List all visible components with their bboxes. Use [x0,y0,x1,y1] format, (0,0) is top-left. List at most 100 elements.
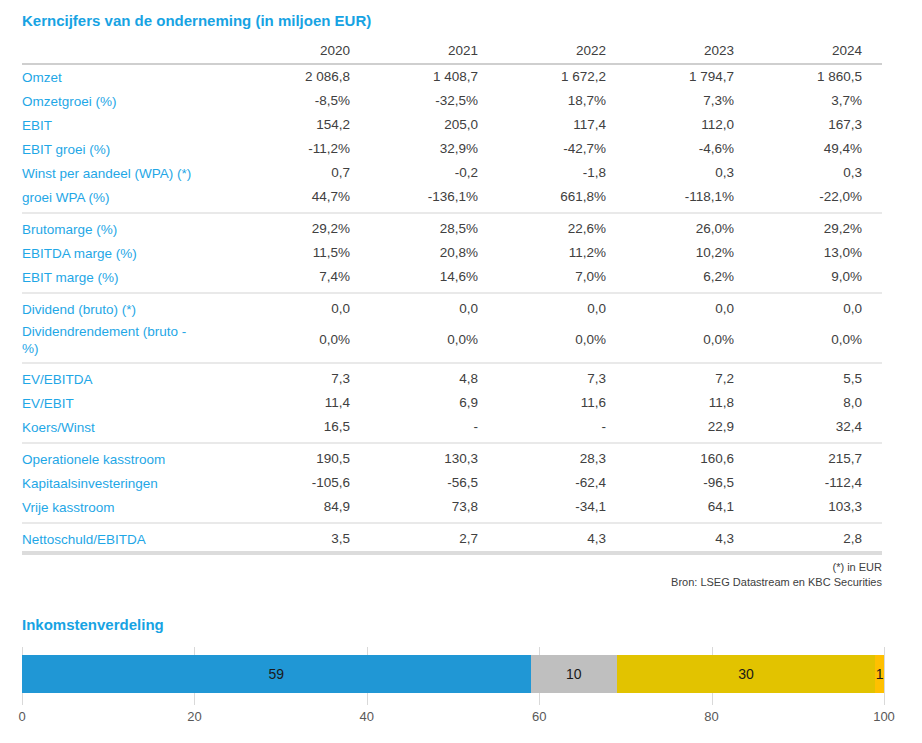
bar-segment-value: 10 [566,666,582,682]
row-label: Dividend (bruto) (*) [22,296,242,322]
cell-value: 0,3 [754,161,882,185]
row-label: Vrije kasstroom [22,495,242,521]
row-label-text: Omzet [22,69,62,86]
cell-value: 205,0 [370,113,498,137]
row-label: EBIT [22,113,242,137]
cell-value: 3,7% [754,89,882,113]
year-header: 2022 [498,41,626,64]
cell-value: 7,2 [626,366,754,392]
cell-value: 6,9 [370,391,498,415]
row-label-text: Koers/Winst [22,419,95,436]
table-row: Vrije kasstroom84,973,8-34,164,1103,3 [22,495,882,521]
cell-value: 0,0 [754,296,882,322]
row-label-text: EV/EBIT [22,395,74,412]
cell-value: 0,3 [626,161,754,185]
table-row: EBITDA marge (%)11,5%20,8%11,2%10,2%13,0… [22,241,882,265]
cell-value: -96,5 [626,471,754,495]
cell-value: 0,7 [242,161,370,185]
cell-value: 29,2% [754,216,882,242]
cell-value: 0,0 [370,296,498,322]
x-tick-label: 60 [532,709,546,724]
cell-value: 7,4% [242,265,370,291]
table-row: EBIT154,2205,0117,4112,0167,3 [22,113,882,137]
x-tick-label: 80 [704,709,718,724]
cell-value: 9,0% [754,265,882,291]
cell-value: 1 794,7 [626,64,754,89]
cell-value: 0,0% [626,321,754,361]
cell-value: 7,3 [242,366,370,392]
cell-value: -105,6 [242,471,370,495]
cell-value: 14,6% [370,265,498,291]
row-label-text: Dividend (bruto) (*) [22,301,136,318]
bar-segment: 1 [875,655,884,693]
cell-value: 0,0% [370,321,498,361]
row-label-text: Kapitaalsinvesteringen [22,475,158,492]
cell-value: 22,9 [626,415,754,441]
cell-value: 20,8% [370,241,498,265]
cell-value: 13,0% [754,241,882,265]
cell-value: 44,7% [242,185,370,211]
cell-value: -42,7% [498,137,626,161]
cell-value: 2,8 [754,526,882,554]
row-label-text: Nettoschuld/EBITDA [22,531,146,548]
cell-value: 154,2 [242,113,370,137]
cell-value: -112,4 [754,471,882,495]
cell-value: 73,8 [370,495,498,521]
row-label: Winst per aandeel (WPA) (*) [22,161,242,185]
cell-value: 84,9 [242,495,370,521]
cell-value: 7,3% [626,89,754,113]
table-row: Operationele kasstroom190,5130,328,3160,… [22,446,882,472]
table-row: EBIT groei (%)-11,2%32,9%-42,7%-4,6%49,4… [22,137,882,161]
row-label: Omzet [22,64,242,89]
page: Kerncijfers van de onderneming (in miljo… [0,0,922,743]
table-row: Dividendrendement (bruto - %)0,0%0,0%0,0… [22,321,882,361]
table-row: Koers/Winst16,5--22,932,4 [22,415,882,441]
table-row: Brutomarge (%)29,2%28,5%22,6%26,0%29,2% [22,216,882,242]
table-row: Kapitaalsinvesteringen-105,6-56,5-62,4-9… [22,471,882,495]
cell-value: 1 860,5 [754,64,882,89]
row-label: EBITDA marge (%) [22,241,242,265]
cell-value: -34,1 [498,495,626,521]
cell-value: 4,8 [370,366,498,392]
cell-value: 1 672,2 [498,64,626,89]
row-label-text: Winst per aandeel (WPA) (*) [22,165,191,182]
row-label: groei WPA (%) [22,185,242,211]
cell-value: 130,3 [370,446,498,472]
table-row: Omzet 2 086,81 408,71 672,21 794,71 860,5 [22,64,882,89]
row-label-text: Omzetgroei (%) [22,93,117,110]
cell-value: 28,3 [498,446,626,472]
footnote-in-eur: (*) in EUR [22,560,882,575]
x-tick-label: 40 [360,709,374,724]
cell-value: 7,3 [498,366,626,392]
row-label: Kapitaalsinvesteringen [22,471,242,495]
table-row: Nettoschuld/EBITDA3,52,74,34,32,8 [22,526,882,554]
cell-value: -136,1% [370,185,498,211]
cell-value: 18,7% [498,89,626,113]
cell-value: 1 408,7 [370,64,498,89]
cell-value: 64,1 [626,495,754,521]
cell-value: 112,0 [626,113,754,137]
x-tick-label: 100 [873,709,895,724]
cell-value: -56,5 [370,471,498,495]
cell-value: 2 086,8 [242,64,370,89]
cell-value: -4,6% [626,137,754,161]
row-label: EBIT marge (%) [22,265,242,291]
cell-value: 32,9% [370,137,498,161]
row-label: Nettoschuld/EBITDA [22,526,242,554]
cell-value: -11,2% [242,137,370,161]
cell-value: 4,3 [498,526,626,554]
cell-value: -1,8 [498,161,626,185]
row-label-text: EV/EBITDA [22,371,93,388]
row-label: EV/EBIT [22,391,242,415]
cell-value: 11,8 [626,391,754,415]
cell-value: 0,0% [754,321,882,361]
table-row: groei WPA (%)44,7%-136,1%661,8%-118,1%-2… [22,185,882,211]
year-header: 2020 [242,41,370,64]
year-header: 2021 [370,41,498,64]
cell-value: 0,0 [242,296,370,322]
x-tick-label: 20 [187,709,201,724]
bar-segment: 30 [617,655,876,693]
cell-value: -32,5% [370,89,498,113]
cell-value: -22,0% [754,185,882,211]
cell-value: 28,5% [370,216,498,242]
